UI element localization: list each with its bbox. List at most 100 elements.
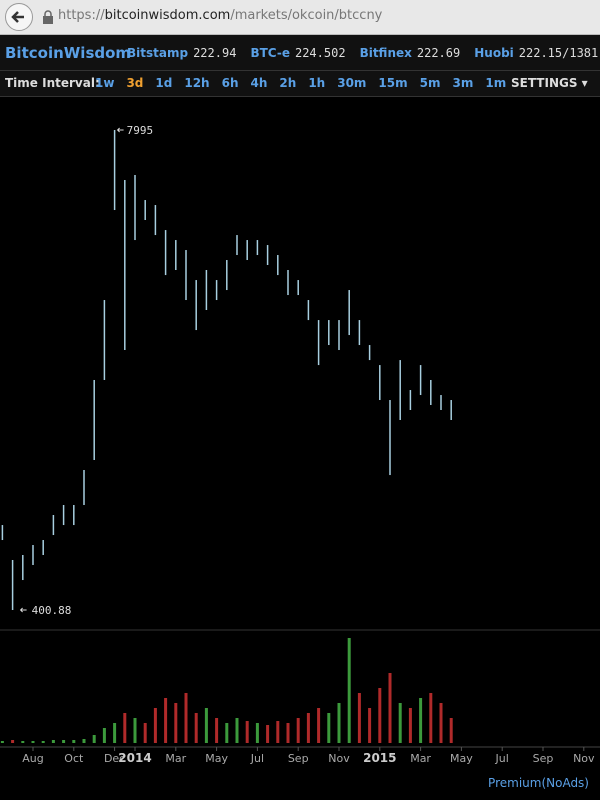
volume-bar (449, 718, 453, 743)
exchange-name[interactable]: Bitstamp (127, 46, 189, 60)
volume-bar (235, 718, 239, 743)
x-tick-label: 2015 (363, 751, 396, 765)
volume-bar (398, 703, 402, 743)
volume-bar (62, 740, 66, 743)
exchange-price: 222.15/1381 (518, 46, 599, 60)
volume-bar (21, 741, 25, 743)
volume-bar (31, 741, 35, 743)
volume-bar (419, 698, 423, 743)
volume-bar (82, 739, 86, 743)
exchange: Bitfinex 222.69 (346, 46, 461, 60)
toolbar: Time Interval: 1w 3d 1d 12h 6h 4h 2h 1h 30m 15m 5m… (0, 71, 600, 97)
x-tick-label: Mar (410, 752, 431, 765)
volume-bar (41, 741, 45, 743)
interval[interactable]: 1h (308, 76, 326, 90)
volume-bar (164, 698, 168, 743)
interval[interactable]: 15m (378, 76, 408, 90)
volume-bar (153, 708, 157, 743)
volume-bar (266, 725, 270, 743)
volume-bar (174, 703, 178, 743)
x-tick-label: May (450, 752, 473, 765)
min-label: 400.88 (32, 604, 72, 617)
volume-bar (245, 721, 249, 743)
x-tick-label: Sep (288, 752, 309, 765)
volume-bar (306, 713, 310, 743)
exchanges: Bitstamp 222.94 BTC-e 224.502 Bitfinex 222.69… (113, 46, 598, 60)
volume-bar (408, 708, 412, 743)
volume-bar (388, 673, 392, 743)
volume-bar (102, 728, 106, 743)
volume-bar (296, 718, 300, 743)
volume-bar (133, 718, 137, 743)
interval[interactable]: 3d (126, 76, 144, 90)
url-scheme: https:// (58, 8, 105, 23)
volume-bar (11, 740, 15, 743)
settings-text: SETTINGS (511, 76, 578, 90)
exchange: BTC-e 224.502 (236, 46, 345, 60)
brand[interactable]: BitcoinWisdom (5, 44, 132, 62)
volume-bar (143, 723, 147, 743)
x-tick-label: Oct (64, 752, 84, 765)
url-host: bitcoinwisdom.com (104, 8, 231, 23)
header: BitcoinWisdom Bitstamp 222.94 BTC-e 224.502… (0, 35, 600, 71)
lock-icon (43, 10, 53, 24)
volume-bar (113, 723, 117, 743)
x-tick-label: Sep (533, 752, 554, 765)
volume-bar (327, 713, 331, 743)
x-tick-label: Nov (573, 752, 595, 765)
volume-bar (439, 703, 443, 743)
volume-bar (337, 703, 341, 743)
max-arrow (116, 127, 124, 133)
interval[interactable]: 1w (95, 76, 115, 90)
interval[interactable]: 6h (221, 76, 239, 90)
x-tick-label: May (205, 752, 228, 765)
volume-bar (357, 693, 361, 743)
interval[interactable]: 1m (485, 76, 507, 90)
x-tick-label: Jul (495, 752, 509, 765)
volume-bar (347, 638, 351, 743)
exchange-name[interactable]: Huobi (474, 46, 514, 60)
x-tick-label: Dec (104, 752, 125, 765)
volume-bar (92, 735, 96, 743)
back-button[interactable] (5, 3, 33, 31)
interval-label: Time Interval: (5, 76, 100, 90)
interval[interactable]: 1d (155, 76, 173, 90)
exchange-price: 222.69 (416, 46, 461, 60)
interval[interactable]: 30m (337, 76, 367, 90)
volume-bar (184, 693, 188, 743)
interval[interactable]: 2h (279, 76, 297, 90)
exchange-name[interactable]: BTC-e (250, 46, 290, 60)
premium-link[interactable]: Premium(NoAds) (488, 776, 589, 790)
volume-bar (204, 708, 208, 743)
x-tick-label: Nov (328, 752, 350, 765)
volume-bar (72, 740, 76, 743)
browser-bar: https://bitcoinwisdom.com/markets/okcoin… (0, 0, 600, 35)
exchange-price: 222.94 (193, 46, 237, 60)
min-arrow (19, 607, 27, 613)
x-tick-label: 2014 (118, 751, 151, 765)
max-label: 7995 (127, 124, 154, 137)
url[interactable]: https://bitcoinwisdom.com/markets/okcoin… (58, 8, 382, 23)
volume-bar (123, 713, 127, 743)
interval[interactable]: 5m (419, 76, 441, 90)
settings[interactable]: SETTINGS ▾ (511, 76, 588, 90)
back-icon (11, 11, 24, 23)
volume-bar (0, 741, 4, 743)
exchange-name[interactable]: Bitfinex (359, 46, 412, 60)
volume-bar (276, 721, 280, 743)
interval[interactable]: 12h (184, 76, 210, 90)
volume-bar (255, 723, 259, 743)
volume-bar (378, 688, 382, 743)
x-tick-label: Jul (250, 752, 264, 765)
volume-bar (286, 723, 290, 743)
exchange: Bitstamp 222.94 (113, 46, 236, 60)
url-path: /markets/okcoin/btccny (230, 8, 383, 23)
volume-bar (51, 740, 55, 743)
interval[interactable]: 4h (250, 76, 268, 90)
interval[interactable]: 3m (452, 76, 474, 90)
intervals: 1w 3d 1d 12h 6h 4h 2h 1h 30m 15m 5m 3m 1m (89, 76, 512, 90)
volume-bar (368, 708, 372, 743)
volume-bar (317, 708, 321, 743)
